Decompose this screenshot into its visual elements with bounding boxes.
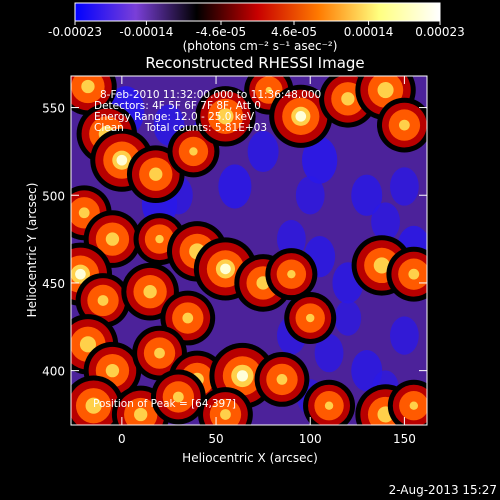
annotation-time: 8-Feb-2010 11:32:00.000 to 11:36:48.000 <box>100 89 321 101</box>
hot-spot-core <box>220 409 231 420</box>
x-tick-label: 100 <box>299 432 322 446</box>
annotation-clean: Clean <box>94 122 124 134</box>
colorbar-tick-label: 4.6e-05 <box>271 25 317 39</box>
hot-spot-core <box>408 268 420 280</box>
cold-spot <box>301 136 338 184</box>
colorbar-unit-label: (photons cm⁻² s⁻¹ asec⁻²) <box>183 39 338 53</box>
hot-spot-core <box>79 336 97 353</box>
hot-spot-core <box>409 401 419 410</box>
colorbar-tick-label: 0.00023 <box>415 25 465 39</box>
hot-spot-core <box>287 269 296 279</box>
y-axis-label: Heliocentric Y (arcsec) <box>25 183 39 318</box>
hot-spot-peak <box>220 263 231 275</box>
hot-spot-core <box>399 119 410 131</box>
cold-spot <box>247 130 279 173</box>
hot-spot-core <box>149 167 163 181</box>
y-axis-ticks: 400 450 500 550 <box>42 102 427 379</box>
cold-spot <box>295 176 325 215</box>
hot-spot-peak <box>236 370 249 382</box>
hot-spot-core <box>172 391 184 403</box>
annotation-detectors: Detectors: 4F 5F 6F 7F 8F, Att 0 <box>94 100 261 112</box>
hot-spot-core <box>217 108 234 125</box>
y-tick-label: 400 <box>42 365 65 379</box>
cold-spot <box>351 174 383 216</box>
hot-spot-core <box>324 401 334 410</box>
colorbar-tick-label: 0.00014 <box>344 25 394 39</box>
hot-spot-core <box>85 397 102 414</box>
hot-spot-core <box>306 313 315 323</box>
cold-spot <box>314 333 344 373</box>
cold-spot <box>389 316 419 355</box>
heatmap-blobs <box>71 76 427 425</box>
y-tick-label: 500 <box>42 189 65 203</box>
cold-spot <box>218 164 252 209</box>
cold-spot <box>389 167 419 206</box>
hot-spot-core <box>105 232 120 246</box>
colorbar <box>74 2 441 22</box>
hot-spot-core <box>143 285 157 299</box>
hot-spot-core <box>81 79 95 94</box>
hot-spot-core <box>276 374 288 385</box>
hot-spot-core <box>105 363 120 378</box>
cold-spot <box>334 300 362 336</box>
hot-spot-core <box>341 92 355 106</box>
hot-spot-core <box>189 147 198 156</box>
hot-spot-core <box>154 347 165 359</box>
hot-spot-core <box>155 234 164 244</box>
hot-spot-peak <box>75 268 86 280</box>
hot-spot-core <box>78 207 90 219</box>
hot-spot-core <box>97 295 109 306</box>
x-tick-label: 0 <box>118 432 126 446</box>
colorbar-ticks: -0.00023 -0.00014 -4.6e-05 4.6e-05 0.00014 0.… <box>48 21 465 39</box>
y-tick-label: 450 <box>42 277 65 291</box>
hot-spot-peak <box>116 154 128 166</box>
footer-date: 2-Aug-2013 15:27 <box>389 483 497 497</box>
hot-spot-core <box>182 312 194 324</box>
hot-spot-core <box>265 86 272 94</box>
hot-spot-core <box>377 81 394 99</box>
chart-title: Reconstructed RHESSI Image <box>145 54 364 72</box>
x-axis-label: Heliocentric X (arcsec) <box>182 451 318 465</box>
hot-spot-core <box>134 407 148 422</box>
annotation-counts: Total counts: 5.81E+03 <box>144 122 267 134</box>
colorbar-tick-label: -0.00023 <box>48 25 102 39</box>
x-tick-label: 50 <box>208 432 223 446</box>
colorbar-tick-label: -4.6e-05 <box>196 25 246 39</box>
annotation-peak: Position of Peak = [64,397] <box>93 398 236 410</box>
x-tick-label: 150 <box>393 432 416 446</box>
y-tick-label: 550 <box>42 102 65 116</box>
plot-frame <box>70 75 428 426</box>
hot-spot-peak <box>295 111 307 122</box>
cold-spot <box>371 202 400 241</box>
annotation-energy: Energy Range: 12.0 - 25.0 keV <box>94 111 255 123</box>
x-axis-ticks: 0 50 100 150 <box>118 76 416 446</box>
heatmap-image <box>71 76 427 425</box>
cold-spot <box>276 219 306 259</box>
hot-spot-core <box>373 257 390 274</box>
colorbar-tick-label: -0.00014 <box>119 25 173 39</box>
